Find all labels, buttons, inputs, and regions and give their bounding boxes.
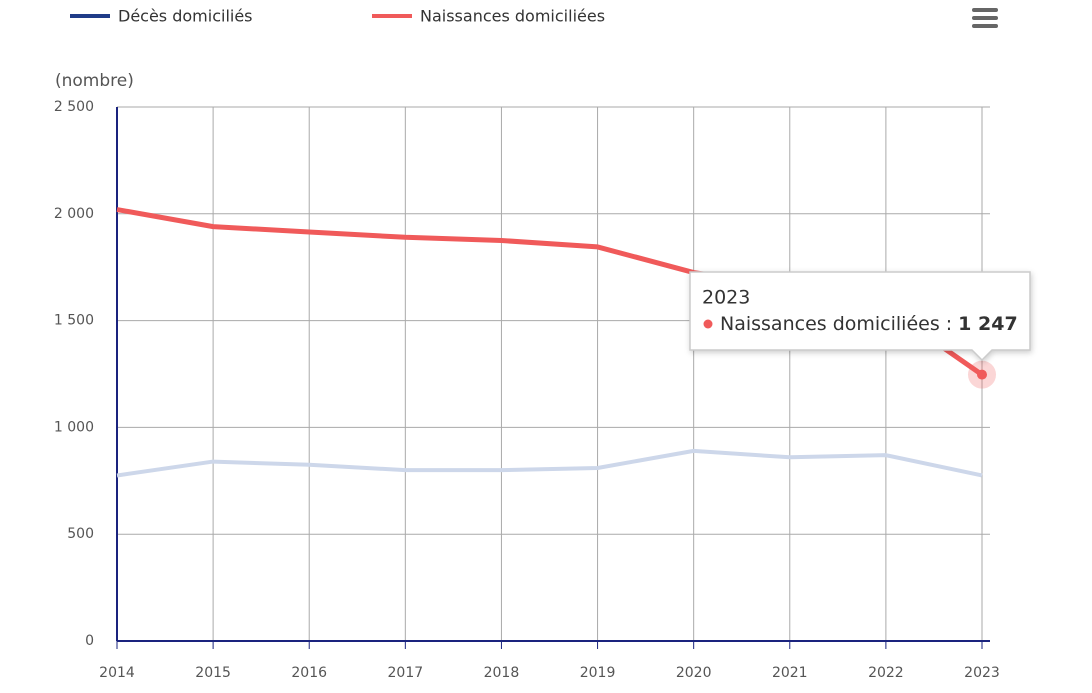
x-tick-label: 2018 <box>484 665 520 681</box>
legend-label: Naissances domiciliées <box>420 7 605 26</box>
y-axis-label: (nombre) <box>55 71 134 91</box>
menu-bar <box>972 16 998 20</box>
menu-bar <box>972 24 998 28</box>
tooltip-label: Naissances domiciliées : <box>720 313 952 335</box>
menu-button[interactable] <box>972 8 998 28</box>
tooltip: 2023 Naissances domiciliées : 1 247 <box>689 271 1031 362</box>
tooltip-text: Naissances domiciliées : 1 247 <box>720 313 1018 335</box>
y-tick-label: 1 000 <box>54 419 94 435</box>
menu-bar <box>972 8 998 12</box>
hover-point <box>977 369 987 380</box>
x-tick-label: 2015 <box>195 665 231 681</box>
x-tick-label: 2023 <box>964 665 1000 681</box>
x-tick-label: 2017 <box>388 665 424 681</box>
y-tick-label: 2 000 <box>54 206 94 222</box>
x-tick-label: 2021 <box>772 665 808 681</box>
tooltip-box <box>689 271 1031 362</box>
x-tick-label: 2014 <box>99 665 135 681</box>
y-tick-label: 1 500 <box>54 313 94 329</box>
tooltip-title: 2023 <box>702 287 750 309</box>
tooltip-value: 1 247 <box>958 313 1018 335</box>
series-line <box>116 448 983 478</box>
x-tick-label: 2016 <box>291 665 327 681</box>
y-tick-label: 0 <box>85 633 94 649</box>
x-tick-label: 2020 <box>676 665 712 681</box>
x-tick-label: 2022 <box>868 665 904 681</box>
y-tick-label: 500 <box>67 526 94 542</box>
x-tick-label: 2019 <box>580 665 616 681</box>
tooltip-dot <box>703 319 713 329</box>
legend-label: Décès domiciliés <box>118 7 253 26</box>
y-tick-label: 2 500 <box>54 99 94 115</box>
